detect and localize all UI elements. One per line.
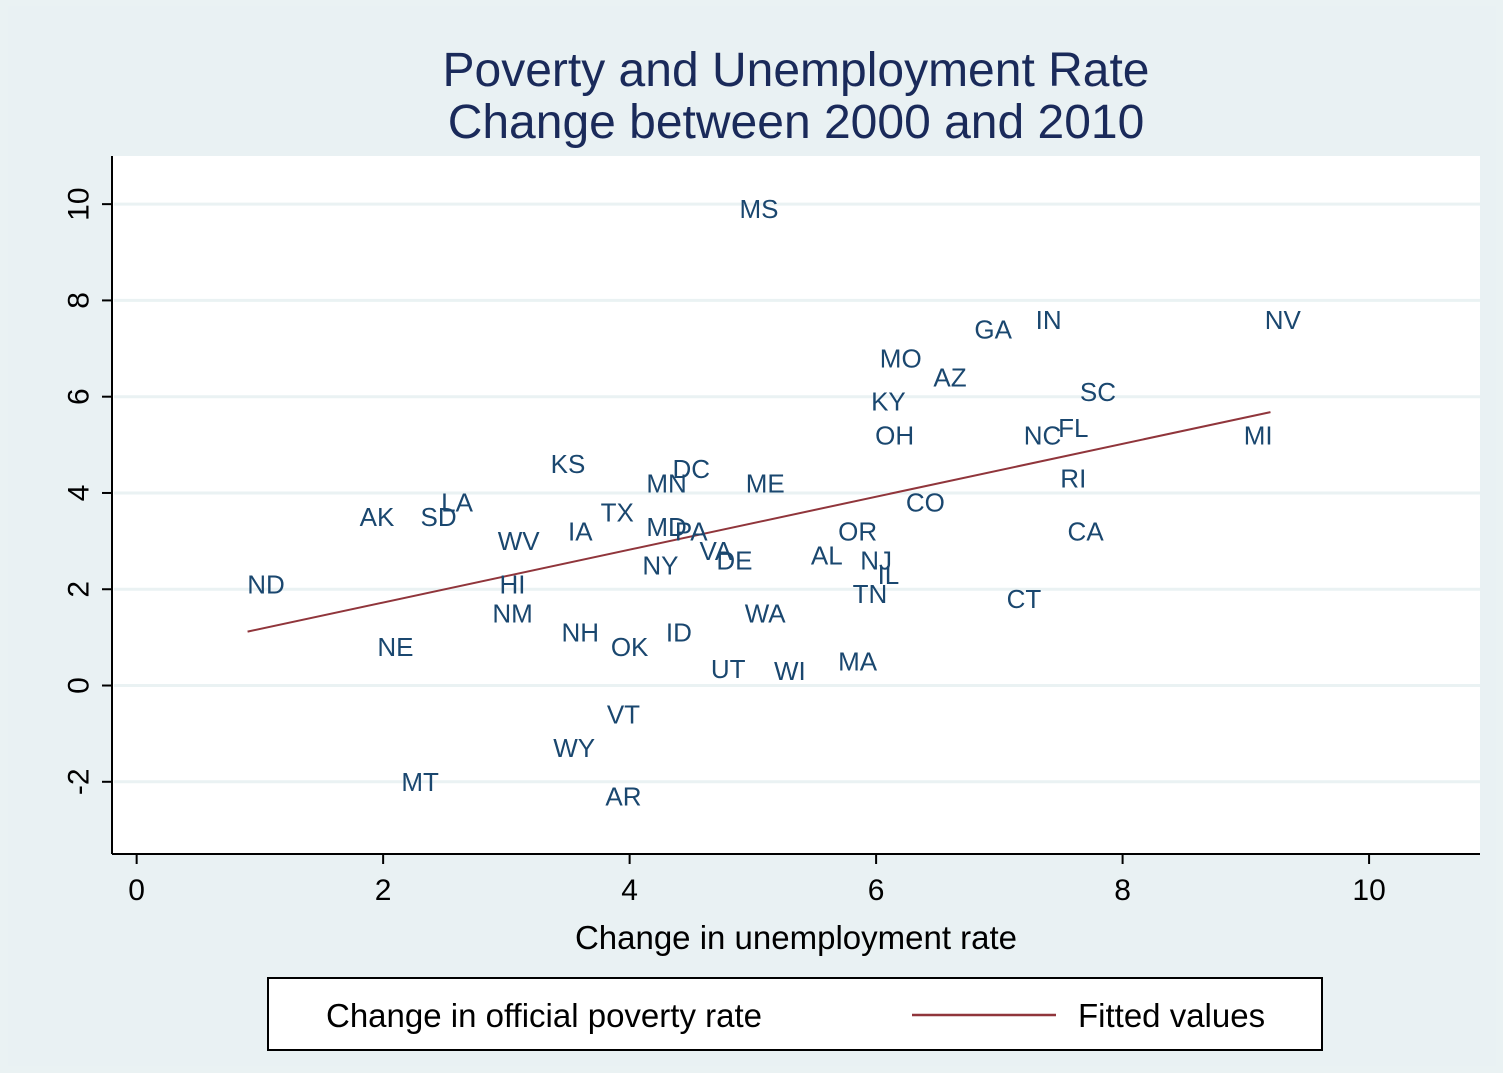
chart-title-line-2: Change between 2000 and 2010 bbox=[448, 96, 1145, 149]
y-tick-label-4: 6 bbox=[63, 388, 96, 405]
y-tick-label-0: -2 bbox=[63, 768, 96, 795]
point-label-nd: ND bbox=[247, 570, 285, 600]
point-label-in: IN bbox=[1036, 305, 1062, 335]
point-label-ky: KY bbox=[871, 387, 906, 417]
point-label-id: ID bbox=[666, 618, 692, 648]
point-label-dc: DC bbox=[672, 454, 710, 484]
point-label-wi: WI bbox=[774, 656, 806, 686]
x-axis-ticks: 0 2 4 6 8 10 bbox=[128, 854, 1386, 907]
point-label-fl: FL bbox=[1058, 413, 1088, 443]
y-tick-label-3: 4 bbox=[63, 485, 96, 502]
point-label-ak: AK bbox=[360, 502, 395, 532]
point-label-ok: OK bbox=[611, 632, 649, 662]
point-label-ca: CA bbox=[1068, 517, 1105, 547]
x-tick-label-1: 2 bbox=[375, 874, 392, 907]
point-label-md: MD bbox=[646, 512, 686, 542]
point-label-ny: NY bbox=[642, 550, 678, 580]
point-label-ms: MS bbox=[740, 194, 779, 224]
chart-title-line-1: Poverty and Unemployment Rate bbox=[442, 44, 1149, 97]
y-axis-ticks: -2 0 2 4 6 8 10 bbox=[63, 187, 112, 795]
point-label-sc: SC bbox=[1080, 377, 1116, 407]
point-label-de: DE bbox=[716, 545, 752, 575]
point-label-az: AZ bbox=[933, 363, 966, 393]
point-label-mt: MT bbox=[401, 767, 439, 797]
point-label-mn: MN bbox=[646, 468, 686, 498]
legend-box bbox=[267, 977, 1323, 1051]
plot-area bbox=[112, 156, 1480, 854]
point-label-vt: VT bbox=[607, 700, 640, 730]
point-label-co: CO bbox=[906, 488, 945, 518]
point-label-hi: HI bbox=[500, 570, 526, 600]
point-label-mo: MO bbox=[880, 343, 922, 373]
x-tick-label-3: 6 bbox=[868, 874, 885, 907]
legend-label-fitted: Fitted values bbox=[1078, 997, 1265, 1034]
point-label-or: OR bbox=[838, 517, 877, 547]
point-label-mi: MI bbox=[1244, 420, 1273, 450]
point-label-tn: TN bbox=[853, 579, 888, 609]
point-label-ne: NE bbox=[377, 632, 413, 662]
x-tick-label-4: 8 bbox=[1114, 874, 1131, 907]
point-label-al: AL bbox=[811, 541, 843, 571]
point-label-ga: GA bbox=[974, 314, 1012, 344]
point-label-wa: WA bbox=[745, 598, 787, 628]
point-label-nm: NM bbox=[492, 598, 532, 628]
x-tick-label-5: 10 bbox=[1352, 874, 1385, 907]
point-label-pa: PA bbox=[675, 517, 708, 547]
point-label-ut: UT bbox=[711, 654, 746, 684]
point-label-nv: NV bbox=[1265, 305, 1302, 335]
y-tick-label-5: 8 bbox=[63, 292, 96, 309]
y-tick-label-1: 0 bbox=[63, 677, 96, 694]
point-label-nj: NJ bbox=[860, 545, 892, 575]
legend: Change in official poverty rate Fitted v… bbox=[267, 977, 1323, 1051]
point-label-wv: WV bbox=[498, 526, 541, 556]
point-label-va: VA bbox=[700, 536, 733, 566]
x-axis-title: Change in unemployment rate bbox=[575, 919, 1017, 956]
point-label-tx: TX bbox=[601, 497, 634, 527]
y-tick-label-2: 2 bbox=[63, 581, 96, 598]
point-label-sd: SD bbox=[421, 502, 457, 532]
point-label-wy: WY bbox=[553, 733, 595, 763]
point-label-ar: AR bbox=[605, 781, 641, 811]
chart-frame: Poverty and Unemployment Rate Change bet… bbox=[8, 6, 1496, 1066]
point-label-ia: IA bbox=[568, 517, 593, 547]
point-label-ks: KS bbox=[551, 449, 586, 479]
y-tick-label-6: 10 bbox=[63, 187, 96, 220]
point-label-ma: MA bbox=[838, 647, 878, 677]
point-label-ct: CT bbox=[1007, 584, 1042, 614]
x-tick-label-2: 4 bbox=[621, 874, 638, 907]
point-label-ri: RI bbox=[1060, 464, 1086, 494]
fitted-values-line bbox=[247, 411, 1271, 633]
point-label-il: IL bbox=[878, 560, 900, 590]
point-label-nh: NH bbox=[562, 618, 600, 648]
point-label-me: ME bbox=[746, 468, 785, 498]
grid-lines bbox=[114, 202, 1480, 784]
x-tick-label-0: 0 bbox=[128, 874, 145, 907]
point-label-nc: NC bbox=[1024, 420, 1062, 450]
point-label-oh: OH bbox=[875, 420, 914, 450]
scatter-chart: Poverty and Unemployment Rate Change bet… bbox=[63, 44, 1480, 1051]
legend-label-poverty: Change in official poverty rate bbox=[326, 997, 762, 1034]
point-label-la: LA bbox=[441, 488, 473, 518]
